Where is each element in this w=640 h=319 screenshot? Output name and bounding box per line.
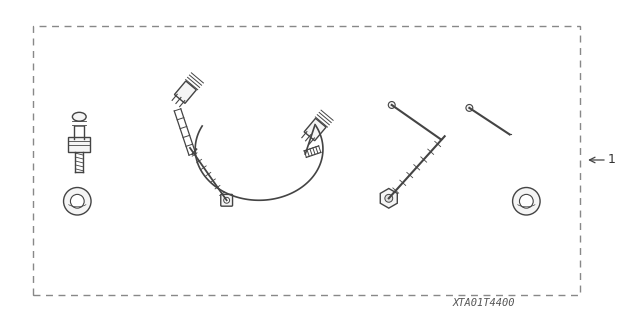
- Circle shape: [63, 188, 91, 215]
- Ellipse shape: [72, 112, 86, 121]
- Circle shape: [513, 188, 540, 215]
- Bar: [33, 26, 580, 295]
- FancyBboxPatch shape: [221, 194, 232, 206]
- Circle shape: [70, 194, 84, 208]
- Circle shape: [466, 105, 473, 111]
- Polygon shape: [304, 118, 326, 141]
- Text: XTA01T4400: XTA01T4400: [452, 298, 515, 308]
- Text: 1: 1: [608, 153, 616, 166]
- Circle shape: [388, 101, 395, 108]
- Circle shape: [520, 194, 533, 208]
- FancyBboxPatch shape: [68, 137, 90, 152]
- Circle shape: [385, 194, 393, 202]
- Circle shape: [224, 197, 230, 203]
- Polygon shape: [175, 81, 196, 103]
- Polygon shape: [380, 189, 397, 208]
